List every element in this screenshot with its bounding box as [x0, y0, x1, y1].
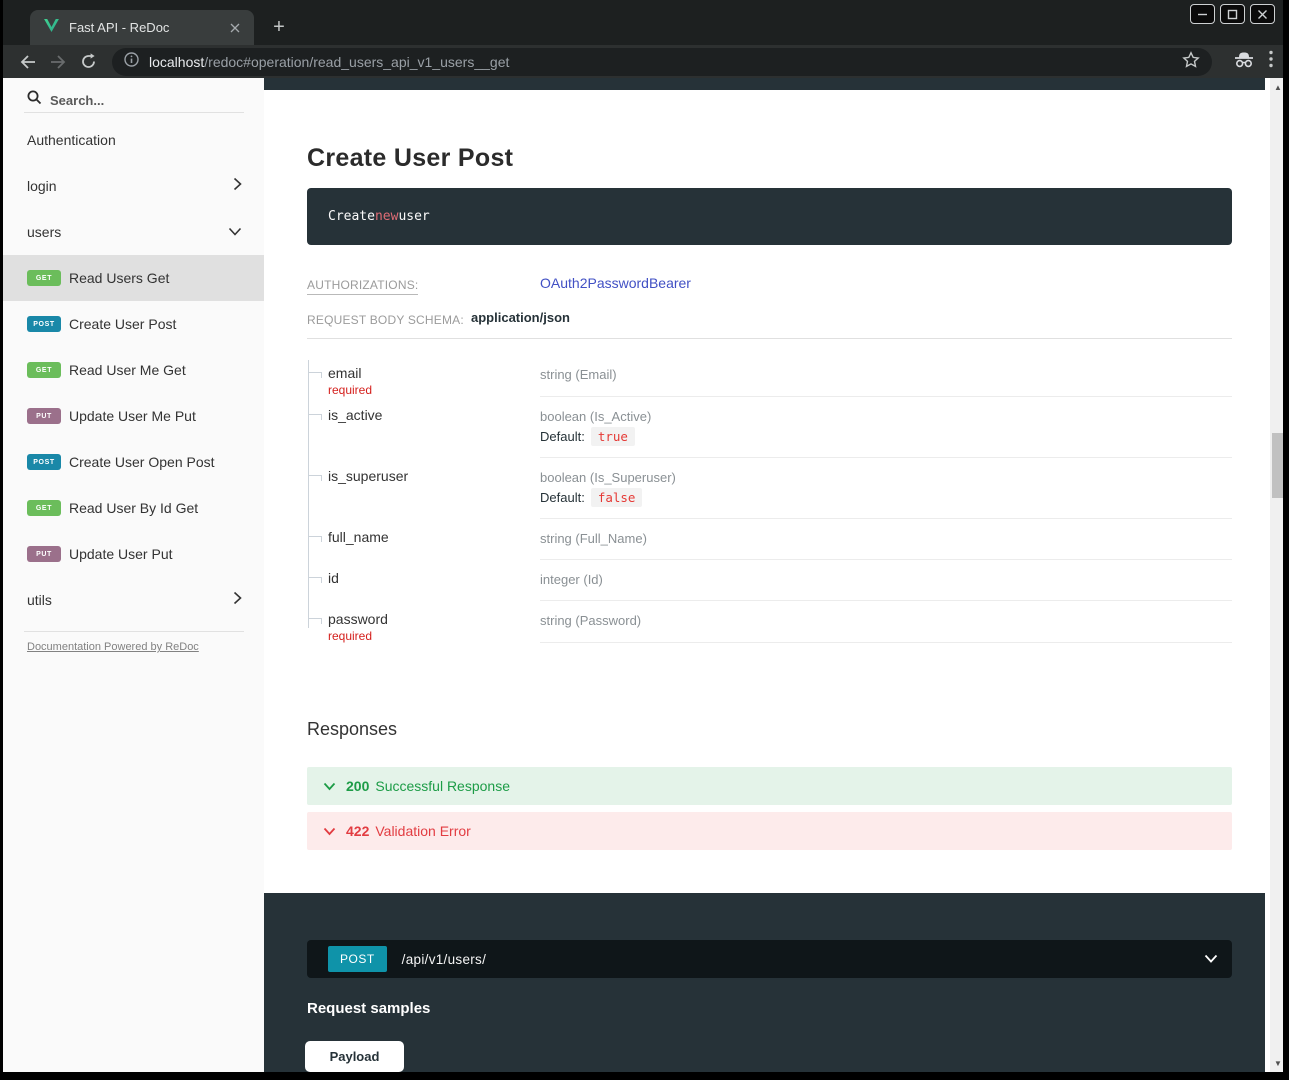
- schema-row-is-active[interactable]: is_active boolean (Is_Active) Default: tr…: [307, 397, 1232, 458]
- request-body-schema-row: REQUEST BODY SCHEMA: application/json: [307, 310, 1232, 339]
- authorizations-label: AUTHORIZATIONS:: [307, 278, 419, 295]
- sidebar-item-update-user-put[interactable]: PUT Update User Put: [3, 531, 264, 577]
- chevron-down-icon: [323, 823, 336, 839]
- sidebar-item-create-user-post[interactable]: POST Create User Post: [3, 301, 264, 347]
- sidebar-item-update-user-me-put[interactable]: PUT Update User Me Put: [3, 393, 264, 439]
- responses-list: 200 Successful Response 422 Validation E…: [307, 767, 1232, 857]
- previous-section-panel-edge: [264, 78, 1265, 90]
- get-method-badge: GET: [27, 270, 61, 286]
- response-code: 200: [346, 778, 370, 794]
- post-method-badge: POST: [27, 316, 61, 332]
- sidebar-item-create-user-open-post[interactable]: POST Create User Open Post: [3, 439, 264, 485]
- chevron-down-icon: [323, 778, 336, 794]
- powered-by-redoc-link[interactable]: Documentation Powered by ReDoc: [27, 641, 199, 653]
- divider: [24, 112, 244, 113]
- incognito-icon: [1233, 50, 1255, 74]
- scrollbar-thumb[interactable]: [1272, 433, 1283, 498]
- url-bar[interactable]: localhost/redoc#operation/read_users_api…: [112, 48, 1212, 76]
- page-title: Create User Post: [307, 144, 514, 172]
- field-default: Default: false: [540, 488, 1232, 507]
- field-type: string (Full_Name): [540, 531, 647, 546]
- page-scrollbar[interactable]: ▲ ▼: [1270, 78, 1283, 1072]
- sidebar-item-login[interactable]: login: [3, 163, 264, 209]
- back-button[interactable]: [13, 48, 43, 76]
- schema-row-email[interactable]: email required string (Email): [307, 355, 1232, 397]
- main-content: Create User Post Create new user AUTHORI…: [264, 78, 1265, 1072]
- search-input[interactable]: Search...: [3, 86, 264, 114]
- sidebar-item-read-user-by-id-get[interactable]: GET Read User By Id Get: [3, 485, 264, 531]
- schema-row-full-name[interactable]: full_name string (Full_Name): [307, 519, 1232, 560]
- get-method-badge: GET: [27, 500, 61, 516]
- put-method-badge: PUT: [27, 546, 61, 562]
- content-type-value: application/json: [471, 310, 570, 325]
- operation-description-code: Create new user: [307, 188, 1232, 245]
- window-maximize-button[interactable]: [1220, 4, 1245, 24]
- chevron-right-icon: [233, 177, 242, 196]
- response-label: Successful Response: [375, 778, 510, 794]
- field-type: integer (Id): [540, 572, 603, 587]
- browser-tab-bar: Fast API - ReDoc +: [3, 0, 1283, 45]
- search-icon: [27, 90, 42, 110]
- reload-button[interactable]: [73, 48, 103, 76]
- response-422-bar[interactable]: 422 Validation Error: [307, 812, 1232, 850]
- post-method-badge: POST: [328, 946, 387, 972]
- required-label: required: [328, 629, 373, 643]
- sidebar-item-read-users-get[interactable]: GET Read Users Get: [3, 255, 264, 301]
- field-default: Default: true: [540, 427, 1232, 446]
- sidebar-item-users[interactable]: users: [3, 209, 264, 255]
- sidebar-item-authentication[interactable]: Authentication: [27, 132, 116, 148]
- schema-row-is-superuser[interactable]: is_superuser boolean (Is_Superuser) Defa…: [307, 458, 1232, 519]
- get-method-badge: GET: [27, 362, 61, 378]
- new-tab-button[interactable]: +: [273, 16, 285, 38]
- response-code: 422: [346, 823, 370, 839]
- field-type: string (Password): [540, 613, 642, 628]
- response-200-bar[interactable]: 200 Successful Response: [307, 767, 1232, 805]
- window-close-button[interactable]: [1250, 4, 1275, 24]
- window-minimize-button[interactable]: [1190, 4, 1215, 24]
- search-placeholder: Search...: [50, 92, 105, 108]
- request-body-schema-label: REQUEST BODY SCHEMA:: [307, 313, 464, 327]
- sidebar-item-utils[interactable]: utils: [3, 577, 264, 623]
- schema-table: email required string (Email) is_active …: [307, 355, 1232, 643]
- sidebar-item-read-user-me-get[interactable]: GET Read User Me Get: [3, 347, 264, 393]
- fastapi-favicon-icon: [44, 18, 59, 37]
- browser-toolbar: localhost/redoc#operation/read_users_api…: [3, 45, 1283, 78]
- url-text: localhost/redoc#operation/read_users_api…: [149, 54, 510, 70]
- tab-payload[interactable]: Payload: [305, 1041, 404, 1072]
- oauth2-password-bearer-link[interactable]: OAuth2PasswordBearer: [540, 275, 691, 291]
- request-samples-title: Request samples: [307, 1000, 431, 1017]
- required-label: required: [328, 383, 373, 397]
- browser-menu-icon[interactable]: [1269, 50, 1273, 73]
- endpoint-dropdown[interactable]: POST /api/v1/users/: [307, 940, 1232, 978]
- tab-close-icon[interactable]: [226, 19, 244, 37]
- field-type: boolean (Is_Superuser): [540, 470, 676, 485]
- site-info-icon[interactable]: [124, 52, 139, 72]
- response-label: Validation Error: [375, 823, 471, 839]
- scroll-down-arrow[interactable]: ▼: [1274, 1058, 1282, 1068]
- responses-heading: Responses: [307, 719, 398, 739]
- chevron-down-icon: [1204, 950, 1218, 968]
- forward-button[interactable]: [43, 48, 73, 76]
- endpoint-path: /api/v1/users/: [401, 951, 487, 967]
- browser-tab[interactable]: Fast API - ReDoc: [30, 10, 254, 45]
- chevron-right-icon: [233, 591, 242, 610]
- schema-row-id[interactable]: id integer (Id): [307, 560, 1232, 601]
- tab-title: Fast API - ReDoc: [69, 20, 170, 35]
- post-method-badge: POST: [27, 454, 61, 470]
- field-type: boolean (Is_Active): [540, 409, 652, 424]
- schema-row-password[interactable]: password required string (Password): [307, 601, 1232, 643]
- divider: [24, 631, 244, 632]
- page-viewport: Search... Authentication login users GET: [3, 78, 1283, 1072]
- put-method-badge: PUT: [27, 408, 61, 424]
- chevron-down-icon: [228, 223, 242, 241]
- request-samples-panel: POST /api/v1/users/ Request samples Payl…: [264, 893, 1265, 1072]
- field-type: string (Email): [540, 367, 617, 382]
- bookmark-star-icon[interactable]: [1182, 51, 1200, 73]
- sidebar-menu: Authentication login users GET Read User…: [3, 117, 264, 623]
- scroll-up-arrow[interactable]: ▲: [1274, 82, 1282, 92]
- authorizations-row: AUTHORIZATIONS: OAuth2PasswordBearer: [307, 275, 1232, 295]
- sidebar: Search... Authentication login users GET: [3, 78, 264, 1072]
